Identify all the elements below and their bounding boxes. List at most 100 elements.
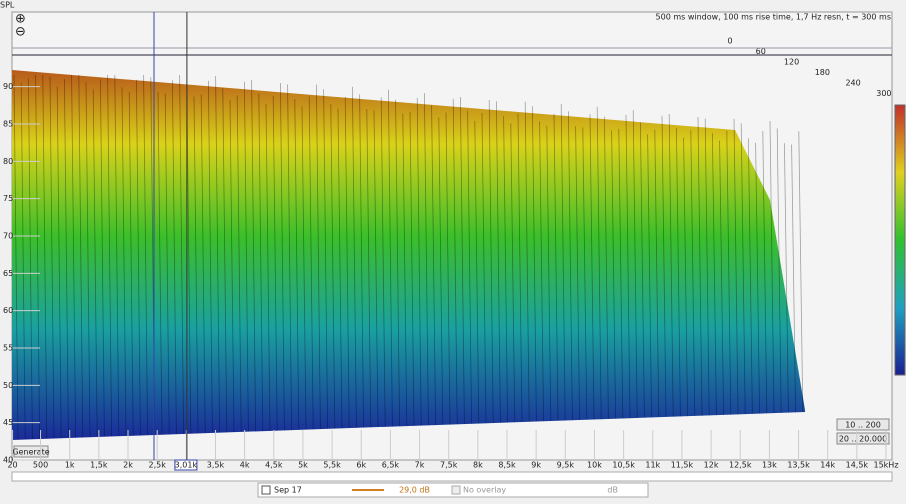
ridge [776, 128, 782, 413]
ridge [798, 131, 804, 413]
x-tick-label: 15kHz [873, 461, 898, 470]
ridge [359, 94, 364, 428]
ridge [568, 111, 573, 421]
zoom-in[interactable]: ⊕ [15, 12, 26, 27]
ridge [748, 138, 753, 414]
cursor-label: 3,01k [175, 461, 198, 470]
range-button[interactable] [836, 432, 890, 445]
ridge [265, 103, 271, 431]
waterfall-surface [12, 70, 805, 440]
ridge [56, 86, 62, 439]
ridge [625, 114, 631, 419]
ridge [416, 97, 422, 426]
ridge [632, 110, 638, 418]
y-tick-label: 80 [3, 157, 13, 166]
x-tick-label: 2,5k [148, 461, 166, 470]
ridge [208, 80, 213, 433]
x-tick-label: 1k [65, 461, 75, 470]
ridge [85, 82, 91, 437]
ridge [373, 110, 379, 427]
ridge [762, 130, 768, 414]
ridge [308, 96, 314, 430]
ridge [532, 106, 537, 422]
x-tick-label: 2k [123, 461, 133, 470]
ridge [409, 111, 415, 426]
ridge [330, 104, 336, 429]
ridge [719, 140, 724, 415]
x-tick-label: 14,5k [846, 461, 869, 470]
ridge [604, 116, 609, 419]
ridge [460, 96, 465, 424]
ridge [100, 79, 105, 437]
legend-unit: dB [607, 486, 618, 495]
checkbox[interactable] [451, 485, 461, 495]
y-tick-label: 45 [3, 418, 13, 427]
ridge [380, 97, 386, 427]
x-tick-label: 8k [473, 461, 483, 470]
ridge [553, 113, 559, 421]
ridge [71, 74, 76, 438]
ridge [251, 79, 256, 432]
ridge [222, 88, 228, 433]
y-tick-label: 85 [3, 120, 13, 129]
time-tick-label: 0 [727, 37, 732, 46]
y-tick-label: 65 [3, 269, 13, 278]
ridge [164, 93, 170, 435]
y-tick-label: 75 [3, 194, 13, 203]
y-tick-label: 90 [3, 82, 13, 91]
x-tick-label: 11k [645, 461, 660, 470]
x-tick-label: 12,5k [729, 461, 752, 470]
checkbox[interactable] [261, 485, 271, 495]
ridge [35, 74, 40, 439]
ridge [503, 116, 508, 423]
ridge [316, 84, 321, 429]
ridge [107, 74, 112, 437]
ridge [323, 89, 328, 429]
y-axis-label: SPL [0, 1, 15, 10]
scrollbar[interactable] [11, 471, 893, 482]
ridge [42, 74, 48, 439]
ridge [755, 142, 760, 414]
ridge [474, 120, 480, 424]
generate-label: Generate [12, 448, 49, 457]
ridge [424, 93, 429, 426]
ridge [445, 112, 451, 425]
ridge [114, 74, 120, 436]
ridge [784, 143, 789, 413]
range-button[interactable] [836, 418, 890, 431]
ridge [726, 130, 732, 415]
generate-button[interactable] [13, 445, 49, 458]
x-tick-label: 500 [33, 461, 48, 470]
ridge [272, 96, 278, 431]
ridge [647, 134, 652, 418]
ridge [121, 87, 127, 436]
ridge [344, 96, 350, 428]
x-tick-label: 7,5k [440, 461, 458, 470]
ridge [524, 101, 530, 422]
ridge [481, 113, 487, 424]
x-tick-label: 6k [356, 461, 366, 470]
ridge [388, 89, 393, 427]
ridge [179, 74, 184, 434]
x-tick-label: 13,5k [787, 461, 810, 470]
ridge [668, 114, 674, 417]
ridge [438, 117, 444, 425]
ridge [49, 76, 55, 439]
ridge [712, 133, 717, 416]
ridge [13, 74, 19, 440]
ridge [582, 127, 588, 420]
range-label: 20 .. 20.000 [839, 435, 887, 444]
x-tick-label: 4,5k [265, 461, 283, 470]
ridge [467, 110, 472, 424]
y-tick-label: 60 [3, 306, 13, 315]
zoom-out[interactable]: ⊖ [15, 25, 26, 40]
x-tick-label: 5,5k [323, 461, 341, 470]
cursor-box [174, 459, 198, 471]
ridge [431, 105, 436, 425]
ridge [236, 95, 242, 432]
ridge [186, 82, 192, 434]
ridge [560, 103, 566, 421]
x-tick-label: 8,5k [498, 461, 516, 470]
x-tick-label: 20 [7, 461, 17, 470]
